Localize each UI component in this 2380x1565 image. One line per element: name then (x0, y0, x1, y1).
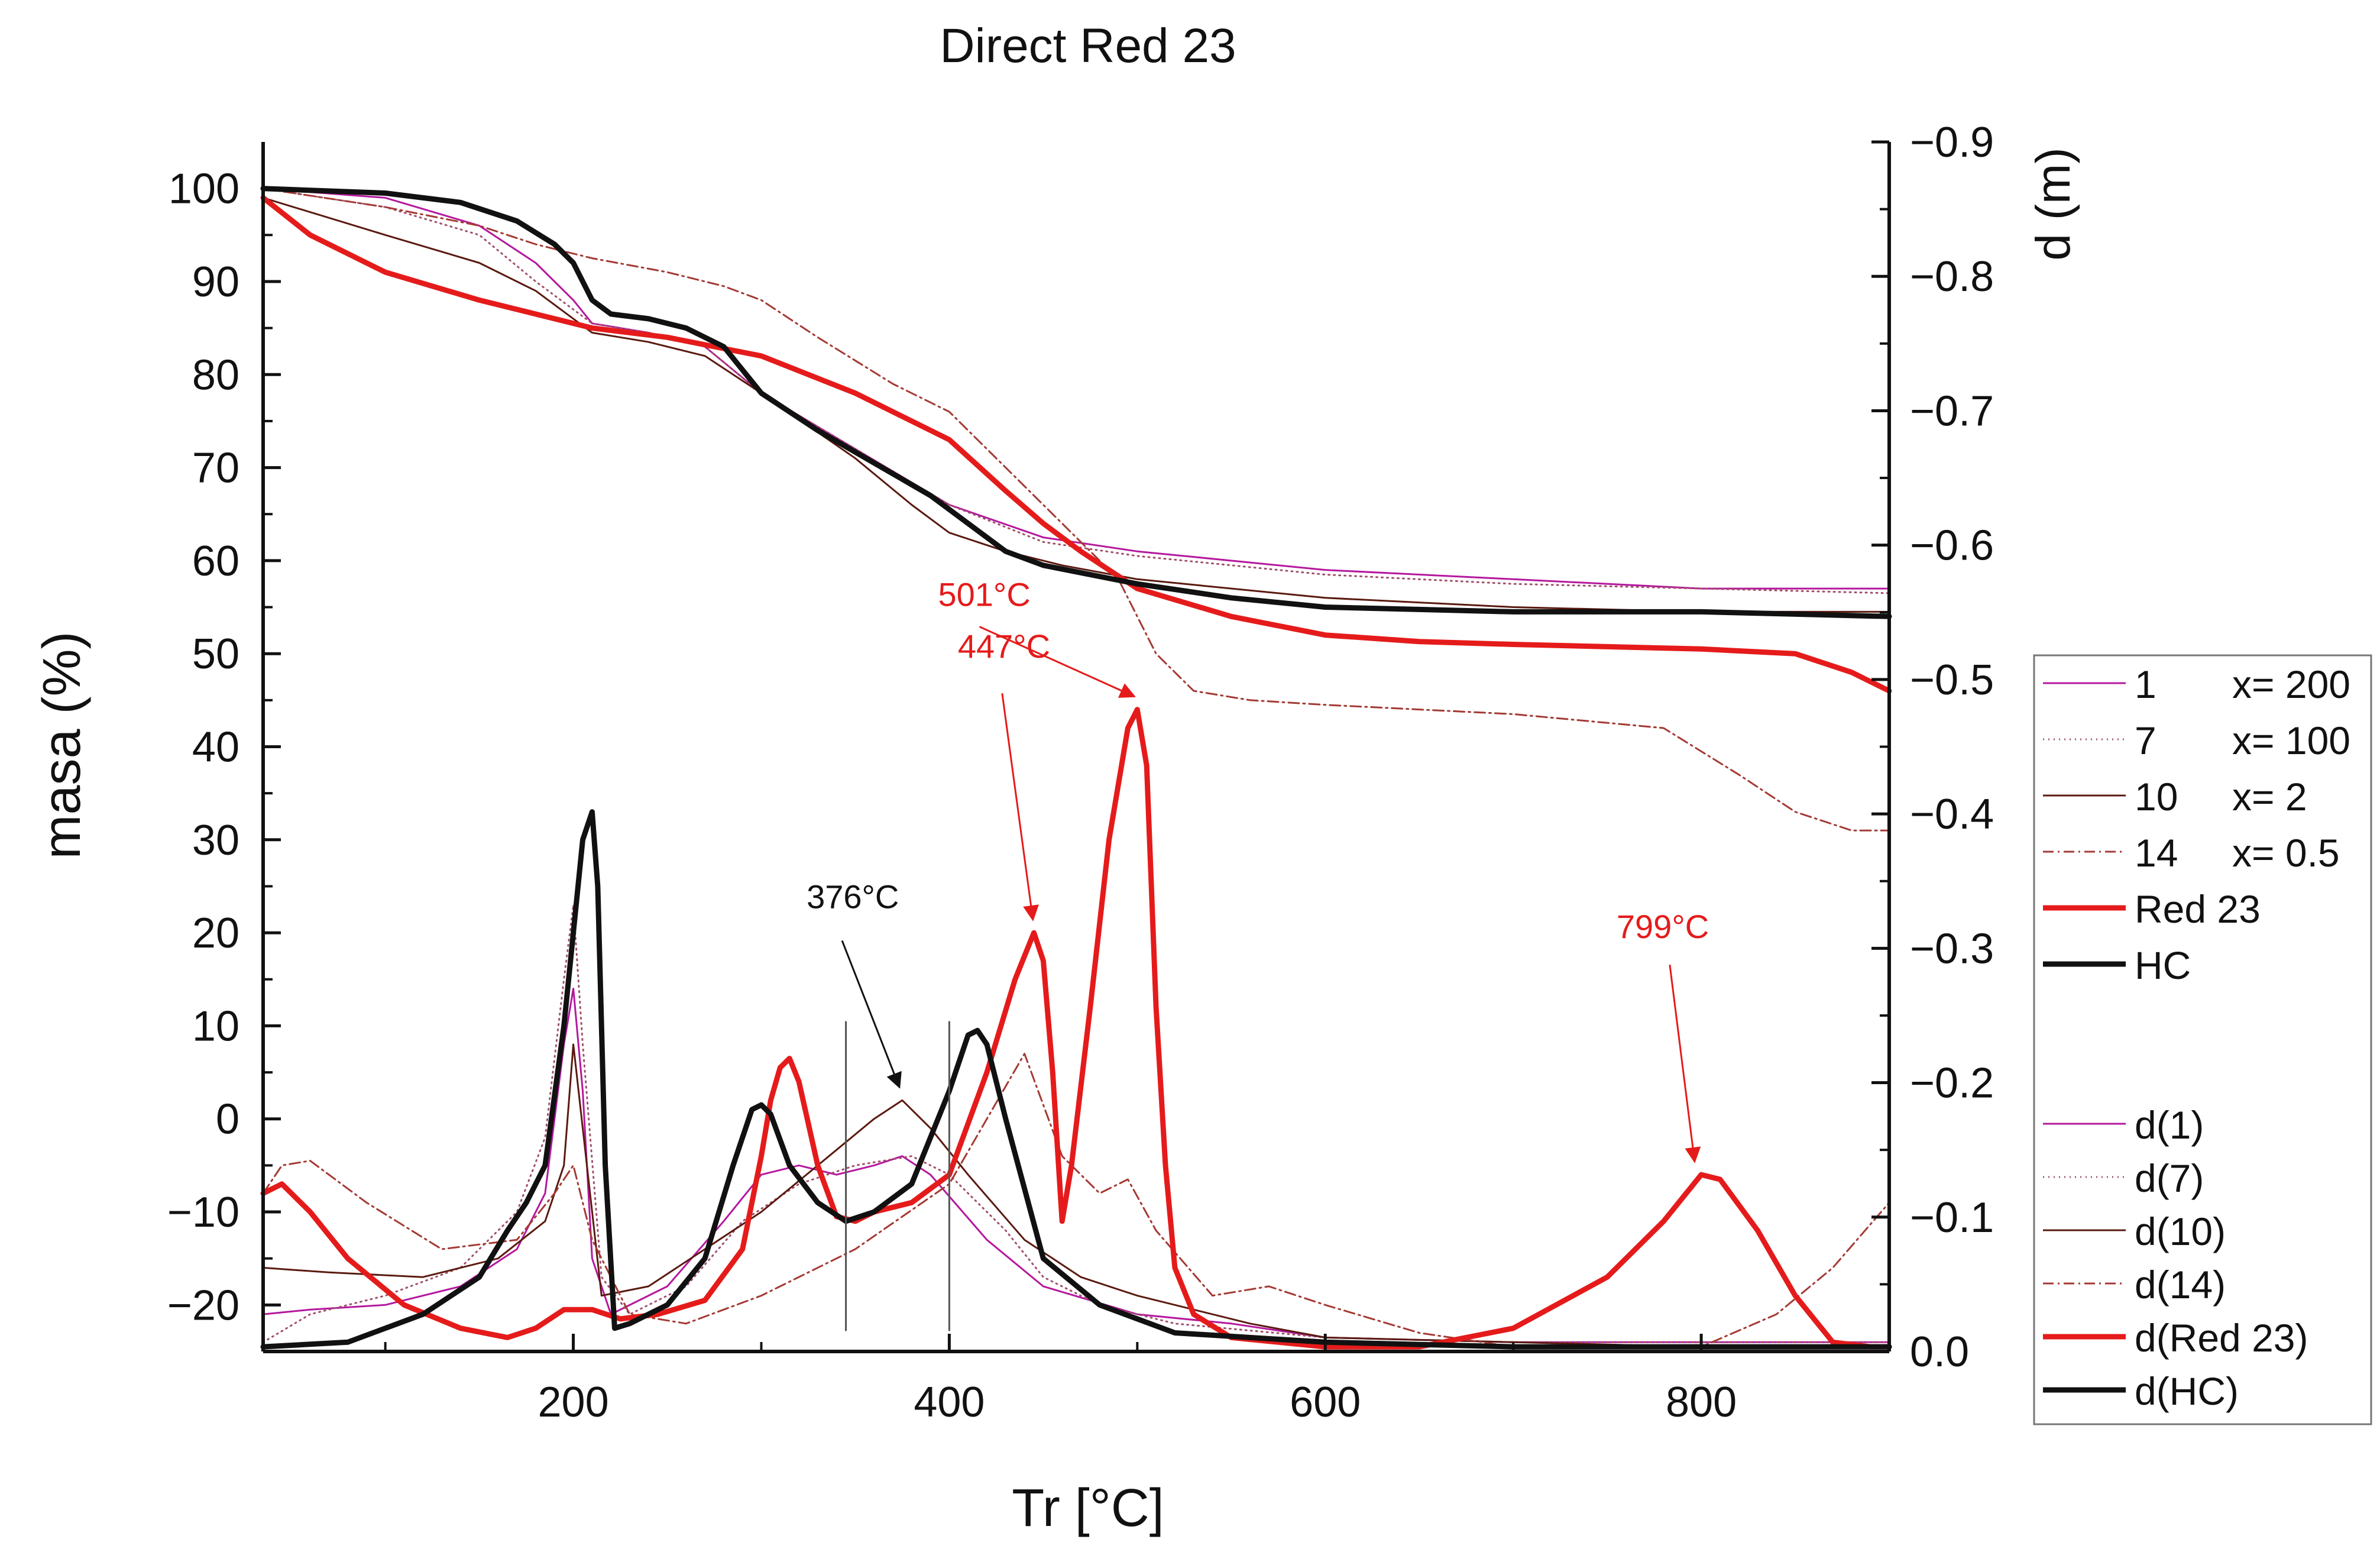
annotation-label: 501°C (938, 576, 1031, 613)
ticks-group: 200 400 600 800 −20 −10 0 10 20 30 40 50 60 70 80 90 100… (167, 119, 1994, 1426)
legend-param: x= 2 (2232, 775, 2307, 819)
legend-label: d(1) (2135, 1103, 2204, 1147)
annotation-arrow (979, 626, 1136, 698)
y2-axis-label: d (m) (2026, 147, 2080, 260)
y2-tick-label: −0.2 (1910, 1060, 1994, 1107)
series-group (260, 186, 1892, 1350)
x-tick-label: 800 (1666, 1379, 1737, 1426)
y-tick-label: 40 (192, 724, 239, 771)
series-line-d-10 (262, 1043, 1890, 1348)
y-tick-label: −20 (167, 1282, 239, 1329)
y2-tick-label: −0.8 (1910, 253, 1994, 300)
series-line-d-red-23 (260, 707, 1892, 1350)
y-axis-label: masa (%) (33, 631, 92, 859)
y-tick-label: 70 (192, 445, 239, 492)
y-tick-label: 80 (192, 351, 239, 399)
legend-label: d(14) (2135, 1263, 2226, 1307)
series-line-d-1 (262, 988, 1890, 1343)
legend-label: d(10) (2135, 1210, 2226, 1253)
legend-param: x= 200 (2232, 662, 2350, 706)
series-line-10 (262, 196, 1890, 613)
y-tick-label: 10 (192, 1003, 239, 1050)
series-line-7 (262, 187, 1890, 594)
series-line-d-hc (260, 809, 1892, 1350)
annotation-arrow (1669, 964, 1701, 1163)
legend-label: d(HC) (2135, 1369, 2239, 1413)
legend-label: 10 (2135, 775, 2178, 819)
vertical-markers (845, 1021, 950, 1331)
series-line-red-23 (260, 195, 1892, 694)
y2-tick-label: −0.6 (1910, 522, 1994, 570)
y-tick-label: 50 (192, 630, 239, 678)
annotation-arrow (1001, 693, 1039, 921)
y2-tick-label: −0.1 (1910, 1194, 1994, 1241)
y-tick-label: 90 (192, 258, 239, 306)
legend-param: x= 0.5 (2232, 831, 2340, 875)
legend-label: 7 (2135, 719, 2156, 762)
y2-tick-label: −0.3 (1910, 925, 1994, 972)
annotation-arrow (841, 940, 902, 1089)
annotation-label: 376°C (807, 878, 899, 915)
series-line-14 (262, 187, 1890, 832)
x-axis-label: Tr [°C] (1012, 1479, 1164, 1538)
legend-label: HC (2135, 943, 2191, 987)
legend-param: x= 100 (2232, 719, 2350, 762)
legend: 1 x= 200 7 x= 100 10 x= 2 14 x= 0.5 Red 23 HC d(1)… (2033, 654, 2372, 1425)
y-tick-label: 20 (192, 910, 239, 957)
annotation-label: 799°C (1617, 908, 1709, 945)
legend-label: d(7) (2135, 1156, 2204, 1200)
y2-tick-label: −0.5 (1910, 657, 1994, 704)
y-tick-label: 0 (216, 1096, 239, 1143)
y2-tick-label: −0.4 (1910, 791, 1994, 838)
y2-tick-label: −0.7 (1910, 387, 1994, 435)
y2-tick-label: −0.9 (1910, 119, 1994, 166)
y-tick-label: 100 (169, 166, 239, 213)
legend-label: 1 (2135, 662, 2156, 706)
legend-label: Red 23 (2135, 887, 2261, 931)
x-tick-label: 200 (537, 1379, 608, 1426)
chart-title: Direct Red 23 (940, 19, 1236, 73)
x-tick-label: 600 (1290, 1379, 1361, 1426)
series-line-d-14 (262, 1053, 1890, 1348)
x-tick-label: 400 (914, 1379, 985, 1426)
series-line-1 (262, 187, 1890, 590)
y-tick-label: 30 (192, 817, 239, 864)
y-tick-label: 60 (192, 538, 239, 585)
legend-label: d(Red 23) (2135, 1316, 2308, 1360)
legend-label: 14 (2135, 831, 2178, 875)
annotation-label: 447°C (958, 628, 1050, 665)
y2-tick-label: 0.0 (1910, 1328, 1969, 1376)
y-tick-label: −10 (167, 1189, 239, 1236)
annotations: 376°C 447°C 501°C 799°C (807, 576, 1709, 1163)
legend-box (2033, 654, 2372, 1425)
series-line-hc (260, 186, 1892, 619)
